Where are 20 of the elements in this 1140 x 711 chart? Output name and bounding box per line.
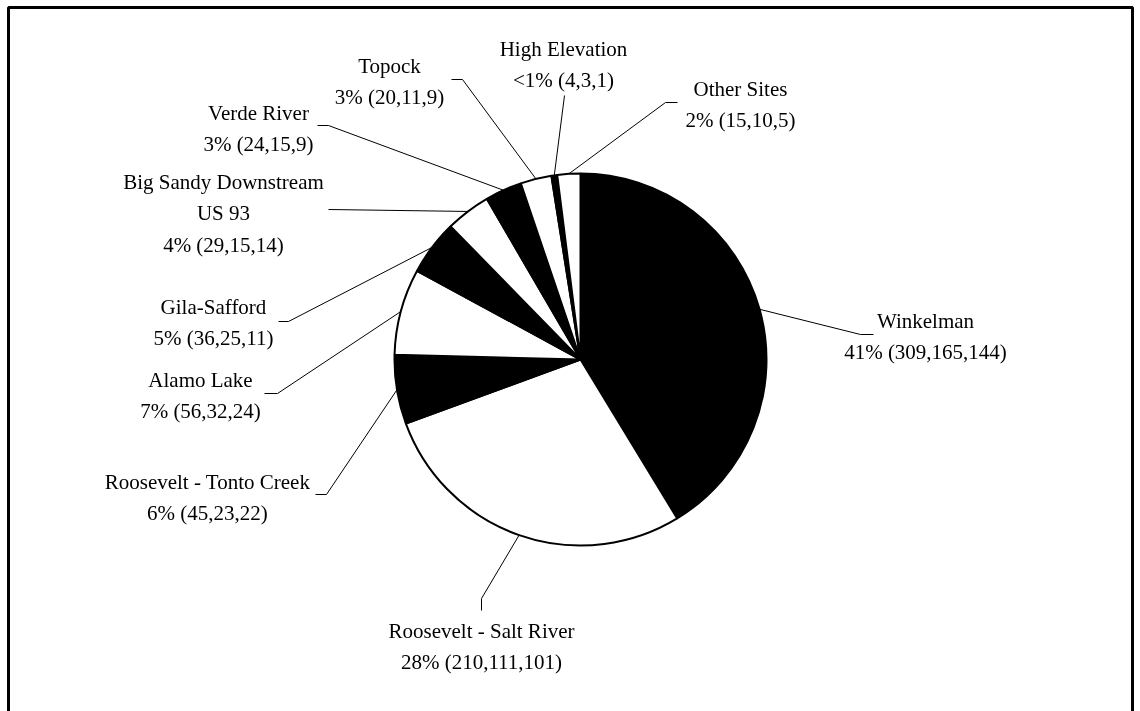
data-label: 2% (15,10,5): [685, 108, 796, 133]
data-label: 41% (309,165,144): [844, 340, 1007, 365]
slice-label: Roosevelt - Tonto Creek: [104, 469, 311, 494]
data-label: 4% (29,15,14): [163, 233, 284, 258]
data-label: <1% (4,3,1): [512, 68, 615, 93]
slice-label: Winkelman: [876, 308, 975, 333]
data-label: 3% (24,15,9): [203, 132, 314, 157]
slice-label: Big Sandy Downstream US 93: [123, 169, 324, 226]
slice-label: Alamo Lake: [148, 367, 253, 392]
slice-label: Roosevelt - Salt River: [388, 618, 575, 643]
slice-label: High Elevation: [499, 36, 628, 61]
slice-label: Other Sites: [693, 76, 788, 101]
data-label: 3% (20,11,9): [334, 85, 445, 110]
slice-label: Gila-Safford: [160, 294, 267, 319]
data-label: 6% (45,23,22): [147, 501, 268, 526]
slice-label: Topock: [358, 53, 422, 78]
data-label: 7% (56,32,24): [140, 399, 261, 424]
slice-label: Verde River: [208, 100, 309, 125]
data-label: 28% (210,111,101): [400, 650, 563, 675]
data-label: 5% (36,25,11): [153, 326, 274, 351]
